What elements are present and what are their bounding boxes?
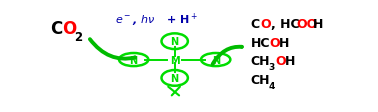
Text: O: O — [62, 20, 77, 38]
Text: H: H — [285, 55, 296, 68]
FancyArrowPatch shape — [213, 47, 242, 65]
Text: H: H — [278, 36, 289, 49]
Text: , HC: , HC — [271, 18, 300, 31]
Text: 3: 3 — [268, 63, 275, 72]
Text: CH: CH — [251, 73, 270, 86]
Text: M: M — [170, 55, 180, 65]
Text: N: N — [170, 73, 179, 83]
Text: N: N — [212, 55, 220, 65]
Text: 2: 2 — [74, 30, 82, 43]
FancyArrowPatch shape — [90, 40, 135, 59]
Text: N: N — [170, 37, 179, 47]
Text: O: O — [260, 18, 271, 31]
Text: O: O — [276, 55, 287, 68]
Text: O: O — [269, 36, 280, 49]
Text: CH: CH — [251, 55, 270, 68]
Text: C: C — [251, 18, 260, 31]
Text: N: N — [130, 55, 138, 65]
Text: $e^-$, $h\nu$: $e^-$, $h\nu$ — [115, 13, 155, 26]
Text: C: C — [50, 20, 62, 38]
Text: OO: OO — [296, 18, 317, 31]
Text: H: H — [313, 18, 323, 31]
Text: 4: 4 — [268, 81, 275, 90]
Text: + H$^+$: + H$^+$ — [166, 12, 198, 27]
Text: HC: HC — [251, 36, 270, 49]
